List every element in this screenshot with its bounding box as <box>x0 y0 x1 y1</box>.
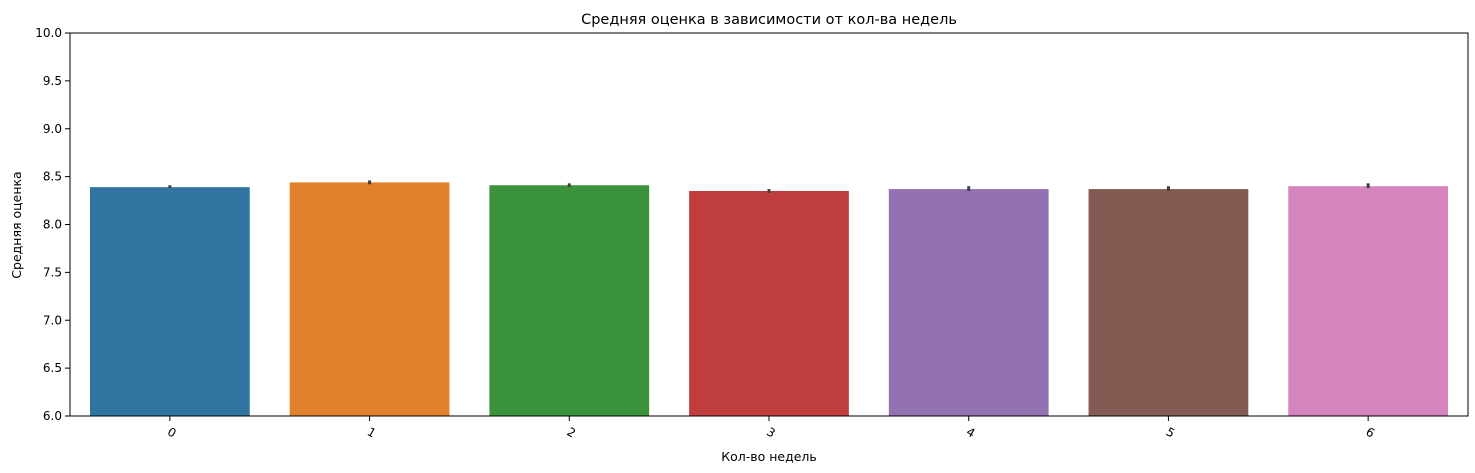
x-tick-label-3: 3 <box>764 425 778 441</box>
y-axis-label: Средняя оценка <box>9 171 24 278</box>
x-tick-label-6: 6 <box>1363 425 1377 441</box>
bar-1 <box>289 182 450 416</box>
y-axis: 6.0 6.5 7.0 7.5 8.0 8.5 9.0 9.5 10.0 <box>35 26 70 423</box>
bar-0 <box>89 187 250 416</box>
y-tick-label-9.5: 9.5 <box>43 74 62 88</box>
bar-6 <box>1288 186 1449 416</box>
x-tick-label-1: 1 <box>365 425 379 441</box>
x-axis-label: Кол-во недель <box>721 449 817 464</box>
bar-3 <box>689 190 849 416</box>
bar-4 <box>888 189 1049 416</box>
y-tick-label-7.5: 7.5 <box>43 265 62 279</box>
y-tick-label-7.0: 7.0 <box>43 313 62 327</box>
y-tick-label-8.5: 8.5 <box>43 170 62 184</box>
y-tick-label-6.0: 6.0 <box>43 409 62 423</box>
x-tick-label-5: 5 <box>1164 425 1178 441</box>
x-axis: 0 1 2 3 4 5 6 <box>165 416 1377 441</box>
y-tick-label-10.0: 10.0 <box>35 26 62 40</box>
error-bars <box>168 180 1370 193</box>
bar-2 <box>489 185 650 416</box>
x-tick-label-4: 4 <box>964 425 978 441</box>
bar-5 <box>1088 189 1249 416</box>
x-tick-label-2: 2 <box>564 425 578 441</box>
y-tick-label-6.5: 6.5 <box>43 361 62 375</box>
bars <box>89 182 1449 416</box>
y-tick-label-9.0: 9.0 <box>43 122 62 136</box>
x-tick-label-0: 0 <box>165 425 179 441</box>
chart-title: Средняя оценка в зависимости от кол-ва н… <box>581 12 957 28</box>
y-tick-label-8.0: 8.0 <box>43 218 62 232</box>
